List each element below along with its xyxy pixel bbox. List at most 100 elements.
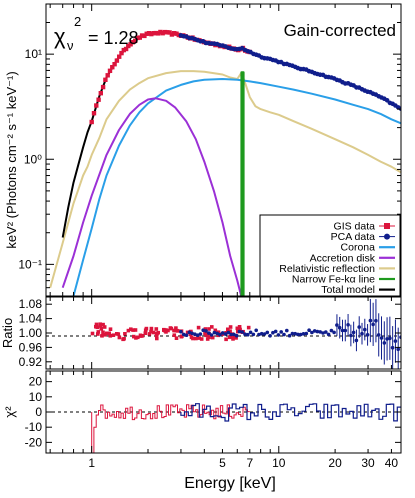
pca-ratio-point — [282, 332, 286, 337]
gis-data-point — [153, 30, 158, 36]
gis-ratio-point — [176, 329, 180, 333]
gis-ratio-point — [136, 335, 140, 340]
gis-ratio-point — [117, 335, 122, 340]
gis-data-point — [117, 54, 122, 59]
pca-ratio-point — [190, 331, 194, 336]
pca-ratio-point — [368, 318, 373, 323]
gis-ratio-point — [108, 334, 113, 338]
pca-ratio-point — [207, 331, 211, 335]
gis-ratio-point — [154, 327, 159, 331]
y-tick-label: 0 — [35, 405, 42, 419]
residual-x-ticks: 1 5 7 10 20 30 40 — [49, 371, 399, 470]
gain-corrected-label: Gain-corrected — [284, 21, 396, 40]
gis-data-point — [174, 31, 179, 36]
gis-ratio-point — [163, 329, 167, 333]
gis-ratio-point — [101, 322, 105, 327]
gis-data-point — [121, 47, 126, 53]
pca-ratio-point — [357, 325, 362, 329]
pca-ratio-point — [363, 327, 367, 332]
pca-ratio-point — [209, 333, 214, 337]
gis-data-point — [144, 31, 149, 36]
gis-data-point — [130, 40, 136, 45]
pca-ratio-point — [179, 329, 183, 334]
gis-data-point — [151, 31, 156, 36]
pca-ratio-point — [335, 323, 339, 327]
gis-data-point — [110, 65, 115, 70]
pca-ratio-point — [321, 331, 325, 335]
gis-ratio-point — [155, 331, 159, 336]
gis-data-point — [133, 38, 138, 43]
chi-square-value: = 1.28 — [88, 28, 139, 48]
residual-data — [91, 403, 401, 453]
pca-ratio-point — [243, 332, 247, 337]
gis-data-point — [172, 31, 177, 36]
pca-ratio-point — [285, 328, 289, 333]
pca-ratio-point — [371, 322, 375, 327]
legend-label: Corona — [341, 242, 376, 254]
gis-ratio-point — [103, 333, 107, 337]
gis-data-point — [142, 33, 147, 39]
gis-data-point — [158, 29, 163, 35]
legend-swatch-square — [384, 223, 390, 229]
gis-ratio-point — [191, 336, 195, 341]
gis-ratio-point — [102, 325, 107, 329]
x-tick-label: 10 — [272, 456, 286, 470]
chi-square-subscript: ν — [67, 38, 74, 53]
gis-data-point — [149, 31, 154, 37]
ratio-y-axis-label: Ratio — [0, 318, 15, 348]
pca-ratio-point — [232, 332, 236, 337]
pca-ratio-point — [251, 332, 256, 337]
gis-ratio-point — [213, 328, 218, 333]
gis-ratio-point — [132, 334, 136, 339]
gis-ratio-point — [246, 325, 251, 330]
pca-ratio-point — [212, 330, 217, 335]
pca-ratio-point — [337, 325, 342, 330]
reflection-model-curve — [49, 70, 401, 288]
y-tick-label: 10⁰ — [24, 152, 42, 166]
x-tick-label: 7 — [246, 456, 253, 470]
x-tick-label: 40 — [385, 456, 399, 470]
pca-ratio-point — [246, 332, 250, 337]
gis-ratio-point — [226, 327, 230, 332]
gis-ratio-point — [149, 326, 154, 331]
pca-ratio-point — [354, 338, 359, 343]
pca-ratio-point — [218, 332, 222, 337]
pca-ratio-point — [184, 333, 189, 338]
legend-label: Accretion disk — [310, 252, 376, 264]
pca-ratio-point — [229, 332, 233, 337]
gis-ratio-point — [96, 330, 101, 334]
gis-data-point — [94, 103, 99, 108]
pca-ratio-point — [187, 330, 192, 335]
pca-ratio-point — [385, 337, 389, 341]
gis-ratio-point — [188, 332, 193, 337]
chi-square-symbol: χ — [54, 24, 66, 49]
pca-ratio-point — [324, 330, 328, 334]
gis-data-point — [123, 46, 129, 52]
gis-ratio-point — [216, 333, 220, 338]
gis-ratio-point — [94, 322, 99, 327]
pca-ratio-point — [279, 330, 284, 334]
gis-ratio-point — [99, 327, 104, 331]
gis-data-point — [126, 43, 131, 49]
gis-data-point — [107, 68, 113, 73]
pca-ratio-point — [193, 332, 197, 337]
y-tick-label: 10⁻¹ — [18, 257, 42, 271]
gis-ratio-point — [210, 325, 214, 329]
pca-ratio-point — [296, 332, 300, 337]
spectrum-y-axis-label: keV² (Photons cm⁻² s⁻¹ keV⁻¹) — [4, 71, 19, 248]
pca-ratio-point — [259, 331, 264, 336]
y-tick-label: -10 — [25, 420, 43, 434]
pca-ratio-point — [273, 329, 278, 334]
gis-ratio-point — [107, 331, 111, 336]
gis-ratio-point — [173, 328, 177, 333]
gis-data-point — [98, 91, 103, 96]
gis-ratio-point — [237, 325, 242, 329]
pca-residual-steps — [180, 403, 401, 422]
pca-ratio-point — [351, 330, 356, 335]
ratio-data-points — [90, 298, 401, 369]
gis-ratio-point — [227, 335, 232, 340]
pca-ratio-point — [248, 330, 253, 335]
gis-ratio-point — [174, 336, 179, 340]
gis-ratio-point — [134, 336, 138, 340]
